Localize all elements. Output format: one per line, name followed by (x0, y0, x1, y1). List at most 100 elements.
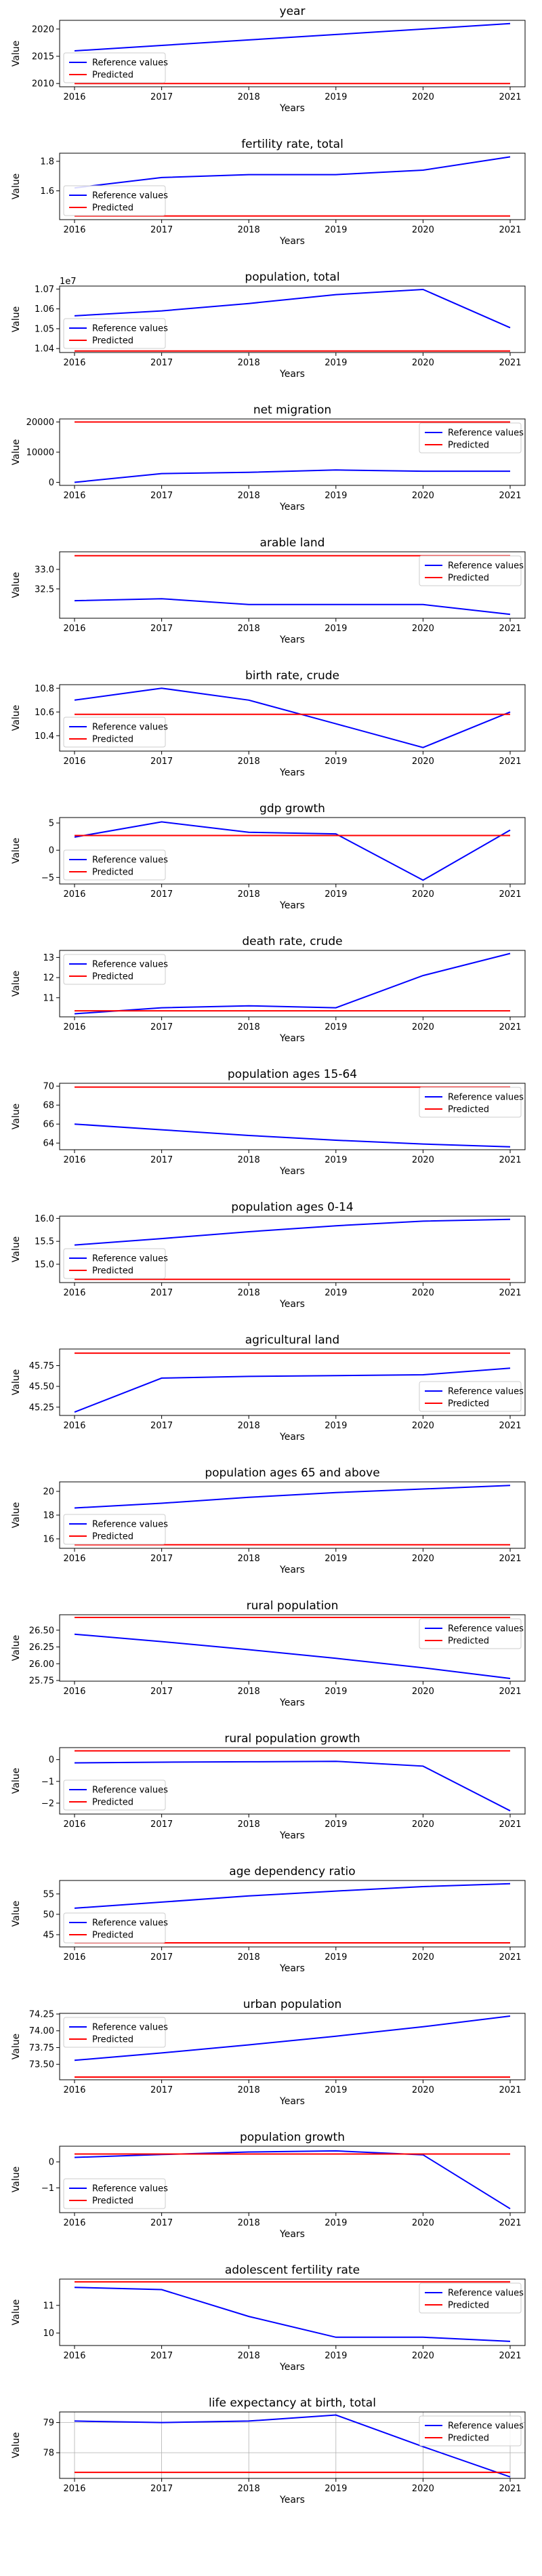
legend-label: Reference values (448, 2289, 524, 2299)
legend-label: Predicted (92, 868, 133, 878)
y-tick-label: 15.5 (35, 1237, 54, 1247)
plot-frame (59, 1614, 526, 1682)
x-tick-label: 2019 (325, 491, 347, 501)
y-tick-label: 78 (43, 2449, 54, 2459)
y-tick-label: 1.04 (35, 344, 54, 355)
chart-9: population ages 0-14 2016 2017 2018 2019 2020… (11, 1201, 526, 1310)
chart-18: life expectancy at birth, total 2016 2017 2… (11, 2396, 526, 2505)
y-tick-label: 45.25 (29, 1403, 54, 1413)
legend-box (419, 2415, 522, 2447)
x-tick-label: 2021 (499, 889, 521, 900)
y-tick-label: 0 (49, 2158, 54, 2168)
legend-label: Predicted (448, 1399, 489, 1409)
y-tick-label: 32.5 (35, 584, 54, 595)
x-tick-label: 2016 (63, 1288, 85, 1298)
x-axis-label: Years (279, 767, 305, 778)
x-tick-label: 2016 (63, 1952, 85, 1963)
y-tick-label: 16 (43, 1535, 54, 1545)
y-tick-label: 10000 (26, 448, 54, 458)
x-tick-label: 2016 (63, 1155, 85, 1165)
x-tick-label: 2019 (325, 1687, 347, 1697)
x-tick-label: 2017 (150, 624, 173, 634)
legend-box (63, 52, 166, 83)
x-tick-label: 2020 (412, 358, 434, 368)
legend-box (63, 849, 166, 881)
y-tick-label: 26.50 (29, 1626, 54, 1636)
x-tick-label: 2021 (499, 225, 521, 235)
chart-title: population ages 65 and above (205, 1466, 379, 1480)
y-tick-label: 26.25 (29, 1643, 54, 1653)
legend: Reference values Predicted (63, 318, 168, 349)
x-tick-label: 2019 (325, 757, 347, 767)
y-tick-label: −1 (41, 2183, 54, 2194)
x-axis-label: Years (279, 1963, 305, 1974)
legend: Reference values Predicted (63, 717, 168, 748)
series-line-reference (74, 687, 511, 748)
legend: Reference values Predicted (63, 1912, 168, 1944)
y-tick-label: 68 (43, 1101, 54, 1111)
y-tick-label: 66 (43, 1120, 54, 1130)
x-tick-label: 2017 (150, 889, 173, 900)
x-tick-label: 2019 (325, 624, 347, 634)
y-axis-label: Value (11, 1236, 22, 1262)
chart-title: death rate, crude (242, 935, 342, 948)
legend-label: Predicted (92, 203, 133, 214)
legend-box (63, 318, 166, 349)
y-tick-label: 2010 (32, 79, 54, 89)
y-tick-label: 79 (43, 2418, 54, 2428)
x-tick-label: 2016 (63, 1022, 85, 1032)
legend-box (63, 954, 166, 985)
chart-title: year (280, 5, 306, 18)
x-tick-label: 2021 (499, 2351, 521, 2361)
x-tick-label: 2019 (325, 1421, 347, 1431)
series-line-reference (74, 2015, 511, 2061)
chart-title: adolescent fertility rate (225, 2263, 360, 2277)
x-tick-label: 2018 (238, 92, 260, 102)
chart-16: population growth 2016 2017 2018 2019 2020 202… (11, 2131, 526, 2240)
legend: Reference values Predicted (63, 1779, 168, 1811)
legend: Reference values Predicted (419, 2415, 524, 2447)
x-tick-label: 2019 (325, 1554, 347, 1564)
y-tick-label: 45 (43, 1930, 54, 1940)
legend-label: Predicted (448, 2301, 489, 2311)
y-axis-label: Value (11, 2299, 22, 2325)
chart-title: population growth (240, 2131, 345, 2144)
y-tick-label: 73.50 (29, 2060, 54, 2070)
y-tick-label: 15.0 (35, 1260, 54, 1270)
legend-label: Reference values (92, 1254, 168, 1264)
legend-label: Reference values (92, 191, 168, 201)
legend: Reference values Predicted (419, 422, 524, 454)
y-tick-label: 10.6 (35, 708, 54, 718)
series-line-reference (74, 2287, 511, 2342)
legend-box (419, 555, 522, 586)
chart-title: agricultural land (245, 1333, 339, 1347)
chart-title: rural population growth (224, 1732, 360, 1746)
plot-frame (59, 1880, 526, 1948)
series-line-reference (74, 469, 510, 483)
x-tick-label: 2020 (412, 1819, 434, 1830)
plot-frame (59, 2278, 526, 2346)
series-line-reference (74, 1123, 511, 1148)
y-axis-label: Value (11, 1635, 22, 1661)
x-tick-label: 2018 (238, 1687, 260, 1697)
x-tick-label: 2020 (412, 1155, 434, 1165)
y-tick-label: 16.0 (35, 1214, 54, 1224)
x-tick-label: 2020 (412, 1687, 434, 1697)
x-tick-label: 2017 (150, 757, 173, 767)
chart-8: population ages 15-64 2016 2017 2018 2019 202… (11, 1068, 526, 1177)
chart-10: agricultural land 2016 2017 2018 2019 2020 202… (11, 1333, 526, 1443)
x-axis-label: Years (279, 369, 305, 380)
x-tick-label: 2021 (499, 1952, 521, 1963)
legend-label: Predicted (448, 573, 489, 584)
x-tick-label: 2016 (63, 889, 85, 900)
chart-title: age dependency ratio (229, 1865, 355, 1878)
legend-label: Predicted (92, 1532, 133, 1542)
y-tick-label: 26.00 (29, 1659, 54, 1670)
series-line-reference (74, 22, 511, 52)
legend-label: Reference values (448, 1387, 524, 1397)
chart-title: fertility rate, total (241, 138, 343, 151)
x-tick-label: 2016 (63, 358, 85, 368)
y-tick-label: 11 (43, 993, 54, 1003)
plot-frame (59, 817, 526, 885)
legend-label: Reference values (92, 1520, 168, 1530)
